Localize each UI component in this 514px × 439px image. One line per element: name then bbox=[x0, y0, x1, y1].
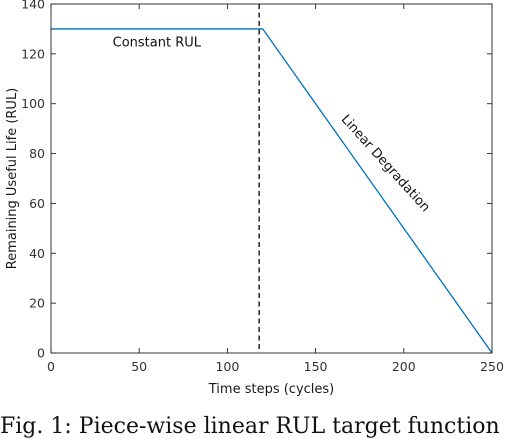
y-tick-label: 40 bbox=[29, 246, 45, 261]
y-tick-label: 100 bbox=[21, 96, 45, 111]
y-tick-label: 0 bbox=[37, 346, 45, 361]
x-axis-label: Time steps (cycles) bbox=[208, 382, 335, 397]
x-tick-label: 50 bbox=[131, 359, 147, 374]
y-tick-label: 140 bbox=[21, 0, 45, 12]
x-tick-label: 150 bbox=[304, 359, 328, 374]
y-tick-label: 20 bbox=[29, 296, 45, 311]
x-tick-label: 200 bbox=[392, 359, 416, 374]
y-tick-label: 80 bbox=[29, 146, 45, 161]
y-axis-label: Remaining Useful Life (RUL) bbox=[5, 88, 20, 270]
x-tick-label: 250 bbox=[480, 359, 504, 374]
plot-background bbox=[51, 4, 492, 353]
series-lines bbox=[51, 4, 493, 354]
axis-ticks: 0 50 100 150 200 250 0 20 40 60 80 100 120 140 bbox=[21, 0, 504, 374]
x-tick-label: 0 bbox=[47, 359, 55, 374]
rul-series-line bbox=[51, 28, 493, 354]
annotation-label: Constant RUL bbox=[113, 35, 202, 50]
y-tick-label: 120 bbox=[21, 46, 45, 61]
plot-frame bbox=[50, 3, 493, 354]
figure-caption: Fig. 1: Piece-wise linear RUL target fun… bbox=[0, 414, 500, 439]
x-tick-label: 100 bbox=[215, 359, 239, 374]
y-tick-label: 60 bbox=[29, 196, 45, 211]
